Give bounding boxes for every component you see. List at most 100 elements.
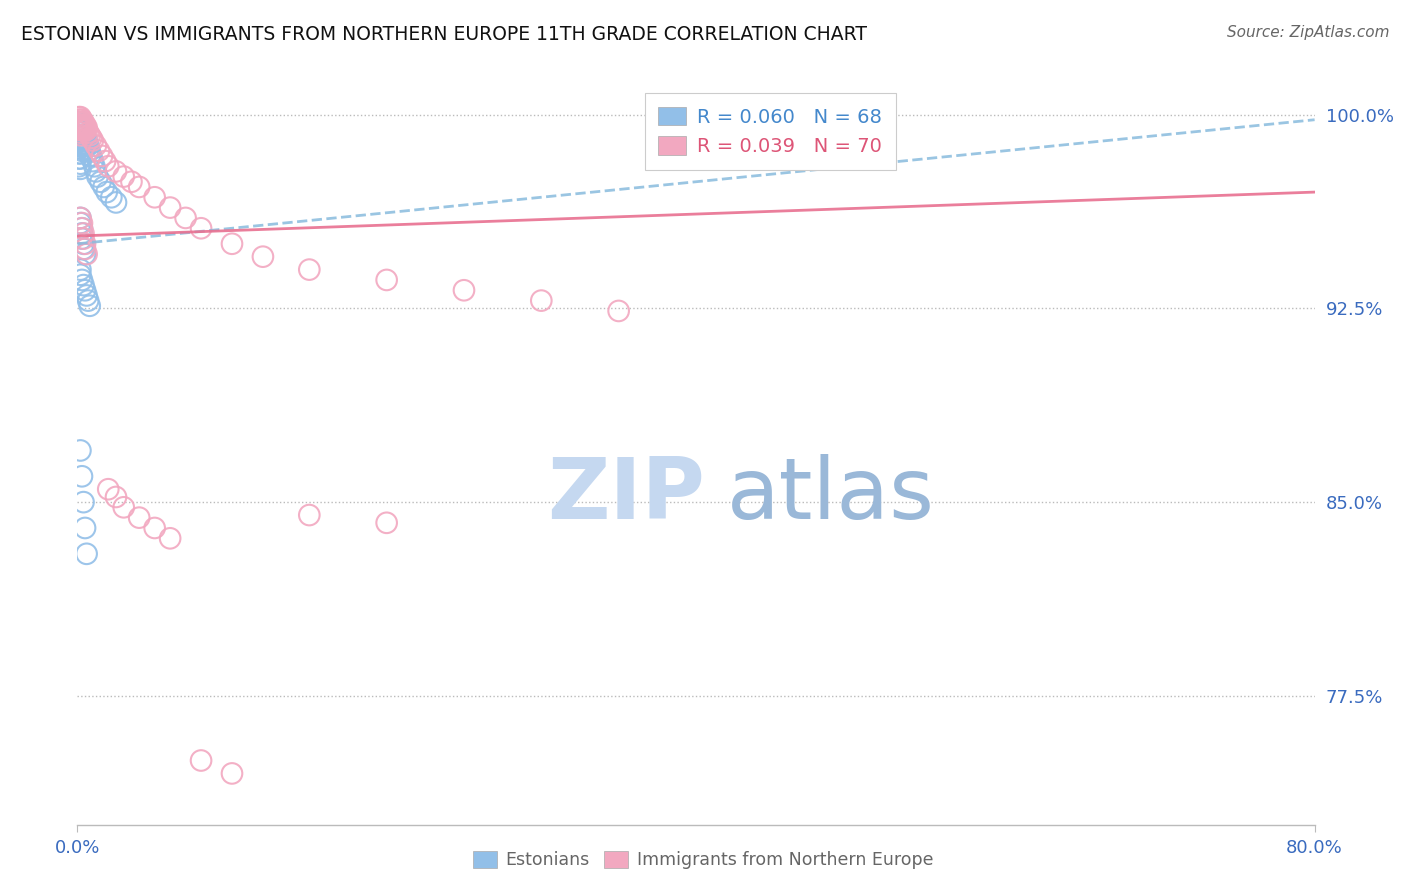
Point <box>75 283 96 297</box>
Point <box>77 144 100 158</box>
Point <box>69 110 91 124</box>
Point <box>72 123 94 137</box>
Point <box>72 123 94 137</box>
Point <box>75 128 96 143</box>
Legend: R = 0.060   N = 68, R = 0.039   N = 70: R = 0.060 N = 68, R = 0.039 N = 70 <box>645 93 896 169</box>
Point <box>530 293 553 308</box>
Point <box>72 495 94 509</box>
Point <box>79 128 101 143</box>
Point <box>70 115 93 129</box>
Point <box>79 299 101 313</box>
Point <box>69 211 91 225</box>
Point <box>97 159 120 173</box>
Point <box>69 262 91 277</box>
Point <box>69 141 91 155</box>
Point <box>607 304 630 318</box>
Point <box>69 131 91 145</box>
Point <box>72 128 94 143</box>
Point <box>84 138 107 153</box>
Point <box>69 112 91 127</box>
Point <box>69 152 91 166</box>
Point <box>112 500 135 515</box>
Point <box>174 211 197 225</box>
Point <box>69 120 91 135</box>
Point <box>70 123 93 137</box>
Point <box>76 123 98 137</box>
Point <box>70 221 93 235</box>
Text: Source: ZipAtlas.com: Source: ZipAtlas.com <box>1226 25 1389 40</box>
Point <box>67 112 90 127</box>
Point <box>252 250 274 264</box>
Point <box>67 138 90 153</box>
Point <box>69 136 91 150</box>
Point <box>70 123 93 137</box>
Point <box>70 133 93 147</box>
Point <box>69 146 91 161</box>
Point <box>69 115 91 129</box>
Point <box>375 273 398 287</box>
Point <box>75 138 96 153</box>
Point <box>75 123 96 137</box>
Point <box>70 138 93 153</box>
Point <box>67 123 90 137</box>
Point <box>298 508 321 522</box>
Point <box>80 149 103 163</box>
Point <box>72 242 94 256</box>
Point <box>143 190 166 204</box>
Point <box>94 154 117 169</box>
Point <box>69 161 91 176</box>
Point <box>90 175 111 189</box>
Point <box>221 766 243 780</box>
Point <box>70 128 93 143</box>
Point <box>67 128 90 143</box>
Point <box>87 144 110 158</box>
Point <box>67 146 90 161</box>
Point <box>105 490 127 504</box>
Point <box>69 156 91 170</box>
Point <box>70 231 93 245</box>
Point <box>69 126 91 140</box>
Point <box>96 185 118 199</box>
Point <box>97 482 120 496</box>
Text: atlas: atlas <box>727 454 935 537</box>
Point <box>72 115 94 129</box>
Point <box>67 152 90 166</box>
Point <box>70 469 93 483</box>
Point <box>79 149 101 163</box>
Point <box>76 547 98 561</box>
Point <box>75 242 96 256</box>
Point <box>190 754 212 768</box>
Point <box>70 227 93 241</box>
Point <box>69 120 91 135</box>
Point <box>159 531 181 545</box>
Point <box>298 262 321 277</box>
Point <box>72 138 94 153</box>
Point <box>72 118 94 132</box>
Point <box>75 521 96 535</box>
Point <box>82 154 104 169</box>
Point <box>67 159 90 173</box>
Point <box>69 268 91 282</box>
Point <box>67 115 90 129</box>
Point <box>70 216 93 230</box>
Point <box>75 133 96 147</box>
Point <box>72 227 94 241</box>
Point <box>69 123 91 137</box>
Point <box>79 144 101 158</box>
Point <box>69 115 91 129</box>
Point <box>121 175 143 189</box>
Point <box>76 138 98 153</box>
Point <box>70 144 93 158</box>
Point <box>72 133 94 147</box>
Point <box>75 120 96 135</box>
Point <box>70 112 93 127</box>
Point <box>93 180 115 194</box>
Legend: Estonians, Immigrants from Northern Europe: Estonians, Immigrants from Northern Euro… <box>465 844 941 876</box>
Point <box>375 516 398 530</box>
Point <box>221 236 243 251</box>
Point <box>67 120 90 135</box>
Point <box>77 138 100 153</box>
Point <box>105 195 127 210</box>
Point <box>72 236 94 251</box>
Point <box>75 118 96 132</box>
